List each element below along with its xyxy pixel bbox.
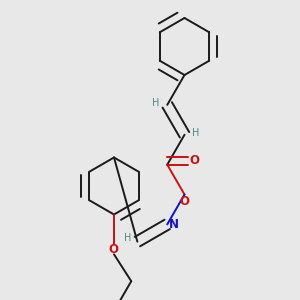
Text: O: O <box>190 154 200 167</box>
Text: O: O <box>109 243 119 256</box>
Text: H: H <box>124 233 131 243</box>
Text: N: N <box>169 218 179 231</box>
Text: O: O <box>179 195 190 208</box>
Text: H: H <box>152 98 160 108</box>
Text: H: H <box>192 128 200 138</box>
